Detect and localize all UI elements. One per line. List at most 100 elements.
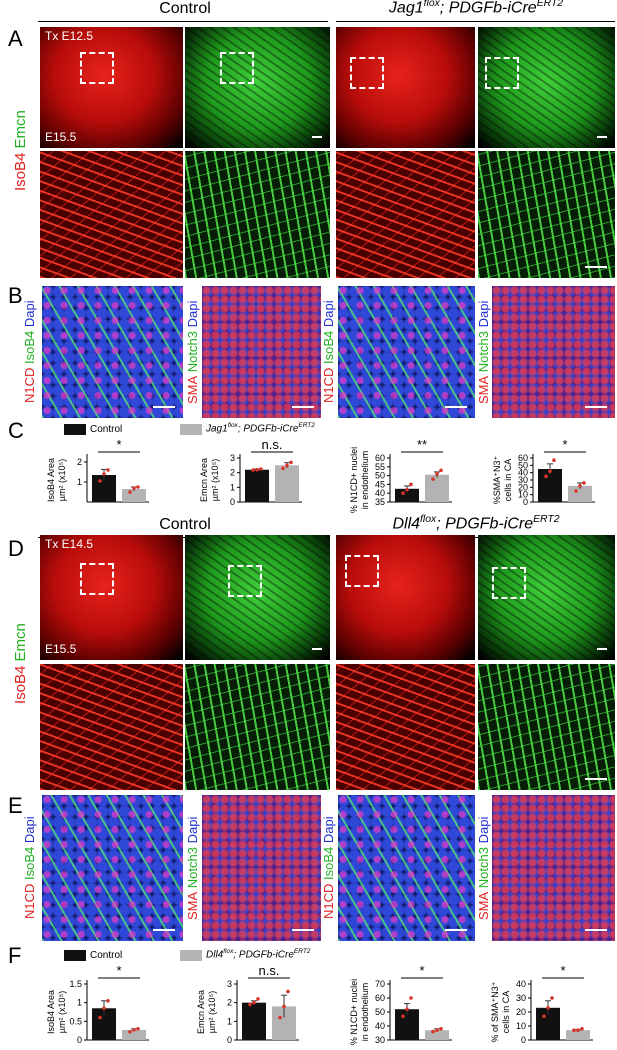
data-point	[132, 486, 136, 490]
scale-bar	[312, 648, 322, 650]
data-point	[252, 1000, 256, 1005]
y-tick-label: 10	[516, 1021, 526, 1031]
scale-bar	[597, 136, 607, 138]
y-axis-label: in endothelium	[360, 451, 370, 510]
y-tick-label: 0.5	[69, 1016, 82, 1026]
micrograph	[478, 535, 615, 660]
data-point	[405, 1007, 409, 1011]
data-point	[289, 460, 293, 465]
stain: Dapi	[321, 300, 336, 328]
y-tick-label: 50	[375, 1007, 385, 1017]
genotype-part: flox	[223, 948, 234, 955]
y-tick-label: 30	[516, 993, 526, 1003]
stain: SMA	[185, 375, 200, 404]
data-point	[401, 1014, 405, 1018]
stain-red: IsoB4	[12, 666, 29, 705]
micrograph	[185, 27, 330, 148]
stain: Dapi	[185, 816, 200, 844]
y-axis-label: %SMA⁺N3⁺	[492, 455, 502, 504]
significance: n.s.	[259, 963, 280, 978]
bar	[566, 1030, 590, 1040]
legend-swatch	[64, 424, 86, 435]
y-tick-label: 70	[375, 979, 385, 989]
y-tick-label: 50	[375, 471, 385, 481]
y-tick-label: 20	[518, 482, 528, 492]
data-point	[251, 468, 255, 472]
stain: N1CD	[22, 367, 37, 404]
stain: IsoB4	[22, 331, 37, 365]
micrograph	[338, 286, 475, 418]
bar	[395, 488, 419, 502]
data-point	[259, 467, 263, 471]
data-point	[546, 1006, 550, 1010]
y-tick-label: 50	[518, 460, 528, 470]
stain: Dapi	[476, 300, 491, 328]
timepoint: E15.5	[45, 130, 77, 144]
micrograph	[336, 27, 475, 148]
genotype-part: ERT2	[533, 514, 560, 525]
data-point	[435, 472, 439, 476]
data-point	[578, 484, 582, 488]
bar-chart: % N1CD+ nuclei in endothelium 354045505560…	[349, 437, 452, 513]
data-point	[435, 1028, 439, 1032]
micrograph	[185, 151, 330, 278]
panel-label: A	[8, 26, 23, 51]
data-point	[572, 1028, 576, 1032]
data-point	[102, 1006, 106, 1011]
scale-bar	[153, 406, 175, 408]
data-point	[282, 1004, 286, 1009]
bar	[275, 465, 299, 502]
data-point	[552, 458, 556, 462]
legend-label: Control	[90, 950, 123, 961]
micrograph	[202, 286, 322, 418]
y-tick-label: 60	[375, 453, 385, 463]
data-point	[278, 1015, 282, 1020]
stain-label: N1CD IsoB4 Dapi	[22, 286, 37, 418]
data-point	[548, 469, 552, 473]
scale-bar	[445, 406, 467, 408]
y-tick-label: 45	[375, 479, 385, 489]
stain-green: Emcn	[12, 623, 29, 662]
data-point	[405, 487, 409, 492]
y-axis-label: Emcn Area	[199, 458, 209, 502]
data-point	[285, 463, 289, 468]
control-header: Control	[159, 516, 211, 533]
timepoint: Tx E12.5	[45, 29, 94, 43]
data-point	[409, 482, 413, 487]
legend-label: Dll4flox; PDGFb-iCreERT2	[206, 948, 310, 960]
data-point	[431, 477, 435, 481]
stain: SMA	[476, 375, 491, 404]
y-axis-label: % of SMA⁺N3⁺	[490, 981, 500, 1042]
data-point	[128, 1029, 132, 1034]
bar	[568, 485, 592, 502]
mutant-header: Dll4flox; PDGFb-iCreERT2	[336, 514, 616, 533]
data-point	[401, 491, 405, 495]
y-tick-label: 3	[227, 979, 232, 989]
header-rule	[336, 21, 615, 22]
zoom-box	[80, 563, 114, 595]
stain: Notch3	[476, 330, 491, 372]
micrograph	[40, 664, 183, 790]
micrograph	[42, 286, 183, 418]
micrograph	[40, 535, 183, 660]
genotype-part: flox	[423, 0, 440, 9]
control-header: Control	[159, 0, 211, 17]
data-point	[128, 490, 132, 494]
y-tick-label: 40	[375, 488, 385, 498]
significance: **	[417, 437, 427, 452]
panel-label: C	[8, 418, 24, 443]
micrograph	[40, 27, 183, 148]
genotype-part: ERT2	[298, 422, 315, 429]
data-point	[281, 466, 285, 471]
micrograph	[202, 795, 322, 941]
data-point	[256, 997, 260, 1001]
bar	[122, 1029, 146, 1040]
y-tick-label: 40	[516, 979, 526, 989]
stain-label: N1CD IsoB4 Dapi	[321, 286, 336, 418]
genotype-part: Jag1	[388, 0, 424, 17]
y-tick-label: 2	[77, 457, 82, 467]
y-axis-label: in endothelium	[360, 983, 370, 1042]
genotype-part: flox	[420, 514, 437, 525]
bar-chart: % N1CD+ nuclei in endothelium 30 40 50 60 70 *	[349, 963, 452, 1045]
